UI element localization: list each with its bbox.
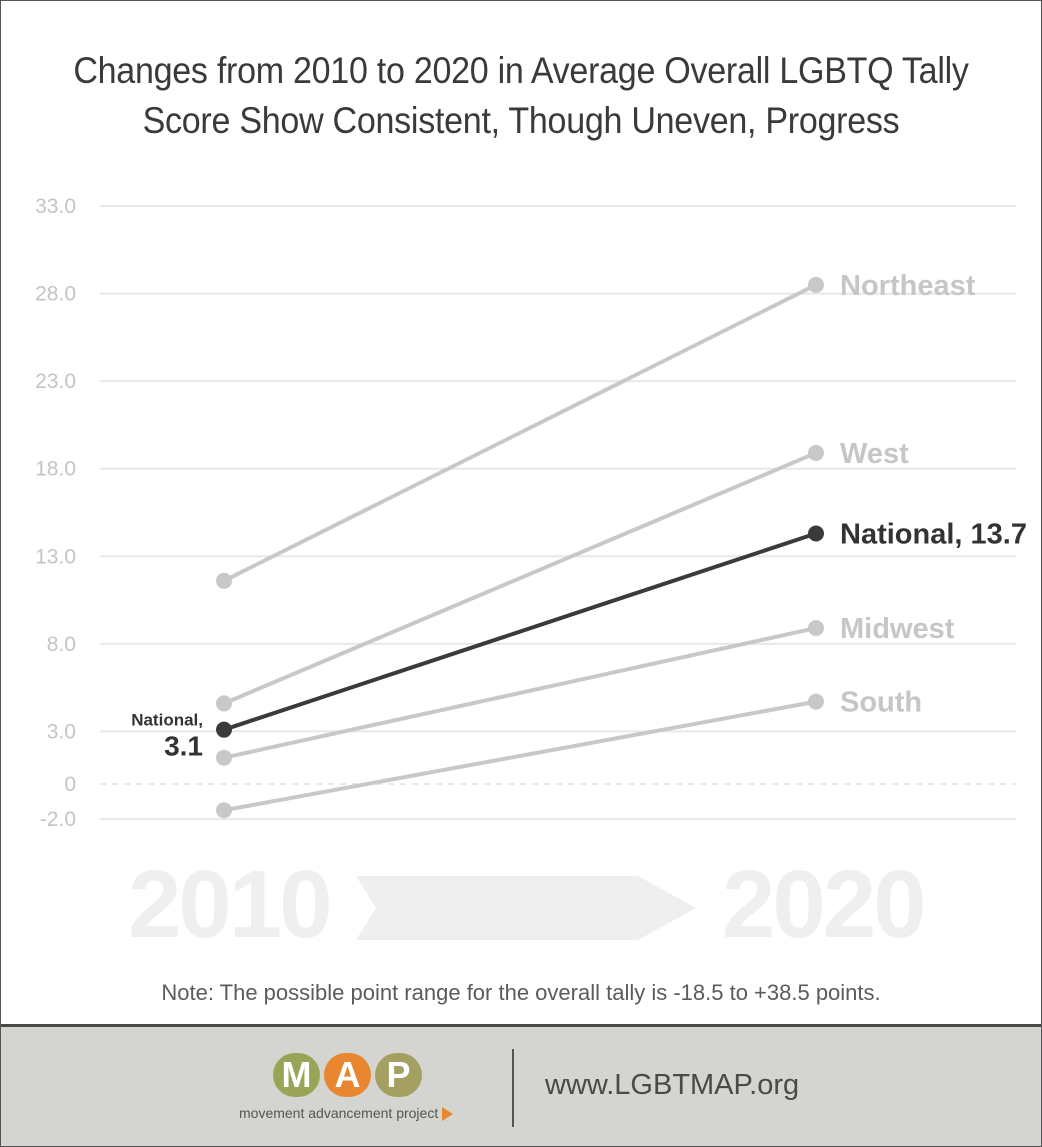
timeline-arrow-icon [356, 876, 696, 940]
series-line-northeast [223, 283, 817, 583]
point-2020-west [808, 444, 824, 461]
logo-tagline: movement advancement project [239, 1105, 454, 1122]
logo-letter-a: A [324, 1053, 371, 1097]
chart-title: Changes from 2010 to 2020 in Average Ove… [42, 46, 1001, 146]
start-label-value: 3.1 [164, 731, 203, 762]
title-line-2: Score Show Consistent, Though Uneven, Pr… [142, 100, 900, 141]
series-label-national: National, 13.7 [840, 519, 1027, 551]
series-label-midwest: Midwest [840, 613, 955, 645]
series-label-south: South [840, 687, 922, 719]
footnote: Note: The possible point range for the o… [161, 980, 881, 1005]
footer-bar: M A P movement advancement project www.L… [1, 1024, 1041, 1146]
y-tick-label: -2.0 [40, 808, 76, 831]
point-2020-northeast [808, 276, 824, 293]
point-2020-midwest [808, 620, 824, 637]
website-link[interactable]: www.LGBTMAP.org [545, 1069, 800, 1101]
series-label-northeast: Northeast [840, 270, 976, 302]
logo-tagline-text: movement advancement project [239, 1105, 439, 1121]
series-line-west [223, 451, 817, 706]
y-tick-label: 13.0 [35, 545, 76, 568]
series-label-west: West [840, 438, 909, 470]
point-2010-south [216, 802, 232, 819]
point-2010-northeast [216, 572, 232, 589]
logo-letter-p: P [375, 1053, 422, 1097]
start-label-name: National, [131, 711, 203, 730]
y-tick-label: 3.0 [47, 720, 76, 743]
series-line-south [223, 699, 817, 813]
y-tick-label: 33.0 [35, 195, 76, 218]
y-tick-label: 18.0 [35, 458, 76, 481]
play-arrow-icon [442, 1107, 454, 1122]
y-tick-label: 0 [64, 773, 76, 796]
point-2010-national [216, 721, 232, 738]
footer-divider [512, 1049, 514, 1127]
map-logo[interactable]: M A P [273, 1053, 422, 1097]
year-end-watermark: 2020 [722, 851, 927, 958]
y-tick-label: 23.0 [35, 370, 76, 393]
logo-letter-m: M [273, 1053, 320, 1097]
title-line-1: Changes from 2010 to 2020 in Average Ove… [73, 50, 969, 91]
y-tick-label: 8.0 [47, 633, 76, 656]
point-2020-south [808, 693, 824, 710]
point-2020-national [808, 525, 824, 542]
point-2010-midwest [216, 749, 232, 766]
year-start-watermark: 2010 [128, 851, 333, 958]
y-tick-label: 28.0 [35, 283, 76, 306]
series-line-national [223, 531, 817, 732]
slope-chart: 33.0 28.0 23.0 18.0 13.0 8.0 3.0 0 -2.0 Northeast… [35, 195, 1027, 940]
series-line-midwest [223, 626, 817, 760]
point-2010-west [216, 695, 232, 712]
